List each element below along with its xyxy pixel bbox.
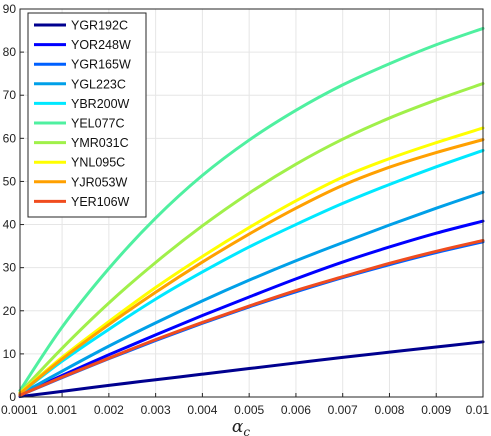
series-line-ygl223c	[18, 190, 485, 396]
legend: YGR192C YOR248W YGR165W YGL223C YBR200W YEL07…	[27, 12, 147, 218]
x-axis-label: αc	[232, 417, 250, 436]
series-line-yjr053w	[18, 138, 485, 396]
legend-label: YGR192C	[71, 19, 128, 33]
axis-ticks: 0.0001 0.001 0.002 0.003 0.004 0.005 0.006 0.00…	[1, 2, 489, 417]
x-tick-label: 0.008	[374, 403, 404, 417]
x-tick-label: 0.005	[234, 403, 264, 417]
series-lines	[18, 26, 485, 399]
series-line-ygr192c	[18, 340, 485, 399]
legend-label: YEL077C	[71, 117, 125, 131]
series-line-ynl095c	[18, 126, 485, 395]
legend-label: YGR165W	[71, 58, 131, 72]
legend-label: YNL095C	[71, 156, 125, 170]
y-tick-label: 80	[3, 45, 17, 59]
series-line-ybr200w	[18, 148, 485, 396]
plot-frame	[19, 8, 484, 398]
x-tick-label: 0.0001	[1, 403, 38, 417]
x-tick-label: 0.004	[187, 403, 217, 417]
series-line-yel077c	[18, 26, 485, 393]
y-tick-label: 90	[3, 2, 17, 16]
y-tick-label: 0	[9, 390, 16, 404]
x-tick-label: 0.007	[328, 403, 358, 417]
y-tick-label: 30	[3, 261, 17, 275]
legend-label: YBR200W	[71, 97, 130, 111]
y-tick-label: 60	[3, 131, 17, 145]
x-tick-label: 0.01	[466, 403, 490, 417]
legend-label: YJR053W	[71, 175, 127, 189]
legend-label: YER106W	[71, 195, 130, 209]
legend-label: YMR031C	[71, 136, 129, 150]
series-line-ymr031c	[18, 82, 485, 395]
y-tick-label: 20	[3, 304, 17, 318]
legend-label: YOR248W	[71, 38, 131, 52]
x-tick-label: 0.002	[94, 403, 124, 417]
x-axis-label-main: α	[232, 417, 244, 436]
x-axis-label-subscript: c	[243, 425, 250, 436]
y-tick-label: 10	[3, 347, 17, 361]
y-tick-label: 50	[3, 174, 17, 188]
y-tick-label: 40	[3, 218, 17, 232]
x-tick-label: 0.001	[47, 403, 77, 417]
x-tick-label: 0.003	[141, 403, 171, 417]
x-tick-label: 0.009	[421, 403, 451, 417]
series-line-yer106w	[18, 239, 485, 397]
x-tick-label: 0.006	[281, 403, 311, 417]
y-tick-label: 70	[3, 88, 17, 102]
legend-label: YGL223C	[71, 77, 126, 91]
series-line-yor248w	[18, 219, 485, 397]
